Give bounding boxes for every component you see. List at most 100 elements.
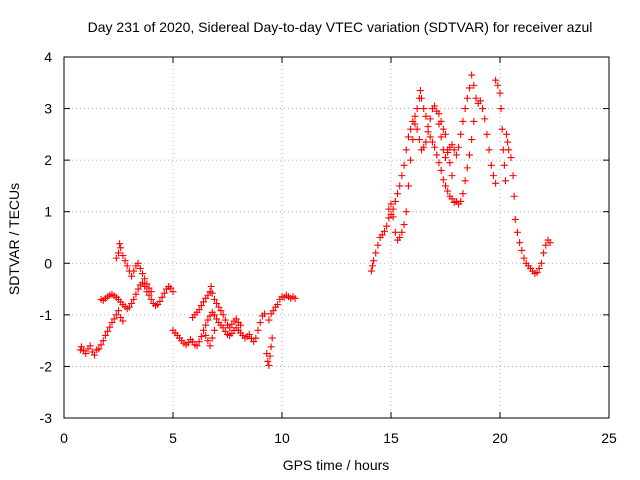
data-point	[195, 338, 203, 346]
data-point	[533, 269, 541, 277]
data-point	[95, 345, 103, 353]
plot-frame	[63, 56, 610, 419]
data-point	[385, 205, 393, 213]
data-point	[516, 239, 524, 247]
y-tick-label: 1	[44, 204, 52, 220]
data-point	[439, 125, 447, 133]
data-point	[391, 228, 399, 236]
data-point	[119, 317, 127, 325]
data-point	[485, 146, 493, 154]
data-point	[112, 311, 120, 319]
data-point	[546, 239, 554, 247]
data-point	[433, 151, 441, 159]
data-point	[147, 288, 155, 296]
data-point	[394, 190, 402, 198]
data-point	[106, 323, 114, 331]
data-point	[472, 94, 480, 102]
data-point	[494, 81, 502, 89]
data-point	[136, 264, 144, 272]
data-point	[143, 280, 151, 288]
data-point	[463, 164, 471, 172]
data-point	[219, 311, 227, 319]
data-point	[431, 102, 439, 110]
data-point	[413, 125, 421, 133]
data-point	[204, 337, 212, 345]
data-point	[518, 246, 526, 254]
data-point	[91, 351, 99, 359]
data-point	[540, 249, 548, 257]
data-point	[101, 331, 109, 339]
x-tick-label: 25	[601, 430, 617, 446]
data-point	[455, 143, 463, 151]
data-point	[134, 259, 142, 267]
data-point	[439, 176, 447, 184]
data-point	[505, 146, 513, 154]
data-point	[468, 136, 476, 144]
data-point	[435, 110, 443, 118]
data-point	[498, 125, 506, 133]
data-point	[468, 71, 476, 79]
data-point	[374, 241, 382, 249]
data-point	[219, 324, 227, 332]
data-point	[503, 130, 511, 138]
data-point	[130, 295, 138, 303]
y-tick-label: -2	[40, 358, 53, 374]
data-point	[404, 182, 412, 190]
data-point	[269, 307, 277, 315]
data-point	[437, 133, 445, 141]
data-point	[444, 146, 452, 154]
data-point	[264, 357, 272, 365]
data-point	[110, 315, 118, 323]
data-point	[461, 105, 469, 113]
data-point	[463, 94, 471, 102]
data-point	[208, 289, 216, 297]
data-point	[370, 257, 378, 265]
data-point	[252, 334, 260, 342]
data-point	[420, 105, 428, 113]
data-point	[409, 136, 417, 144]
data-point	[448, 195, 456, 203]
y-tick-label: -3	[40, 410, 53, 426]
data-point	[210, 326, 218, 334]
data-point	[481, 115, 489, 123]
data-point	[391, 197, 399, 205]
y-axis-label: SDTVAR / TECUs	[6, 183, 22, 295]
data-point	[367, 267, 375, 275]
data-point	[206, 312, 214, 320]
data-point	[169, 288, 177, 296]
data-point	[266, 352, 274, 360]
data-point	[125, 303, 133, 311]
data-point	[520, 254, 528, 262]
data-point	[265, 361, 273, 369]
data-point	[134, 285, 142, 293]
data-point	[492, 76, 500, 84]
data-point	[267, 343, 275, 351]
data-point	[400, 161, 408, 169]
data-point	[426, 115, 434, 123]
data-point	[160, 289, 168, 297]
data-point	[256, 319, 264, 327]
data-point	[213, 300, 221, 308]
data-point	[492, 179, 500, 187]
x-tick-label: 0	[60, 430, 68, 446]
data-point	[448, 172, 456, 180]
data-point	[411, 120, 419, 128]
data-point	[400, 221, 408, 229]
data-point	[509, 172, 517, 180]
data-point	[99, 337, 107, 345]
data-point	[213, 315, 221, 323]
data-point	[261, 310, 269, 318]
data-point	[221, 316, 229, 324]
data-point	[396, 182, 404, 190]
data-points	[76, 71, 554, 369]
data-point	[507, 154, 515, 162]
data-point	[459, 190, 467, 198]
data-point	[470, 117, 478, 125]
data-point	[448, 141, 456, 149]
data-point	[210, 295, 218, 303]
axis-ticks	[63, 56, 610, 419]
data-point	[385, 214, 393, 222]
data-point	[115, 249, 122, 257]
data-point	[476, 97, 484, 105]
data-point	[123, 262, 131, 270]
